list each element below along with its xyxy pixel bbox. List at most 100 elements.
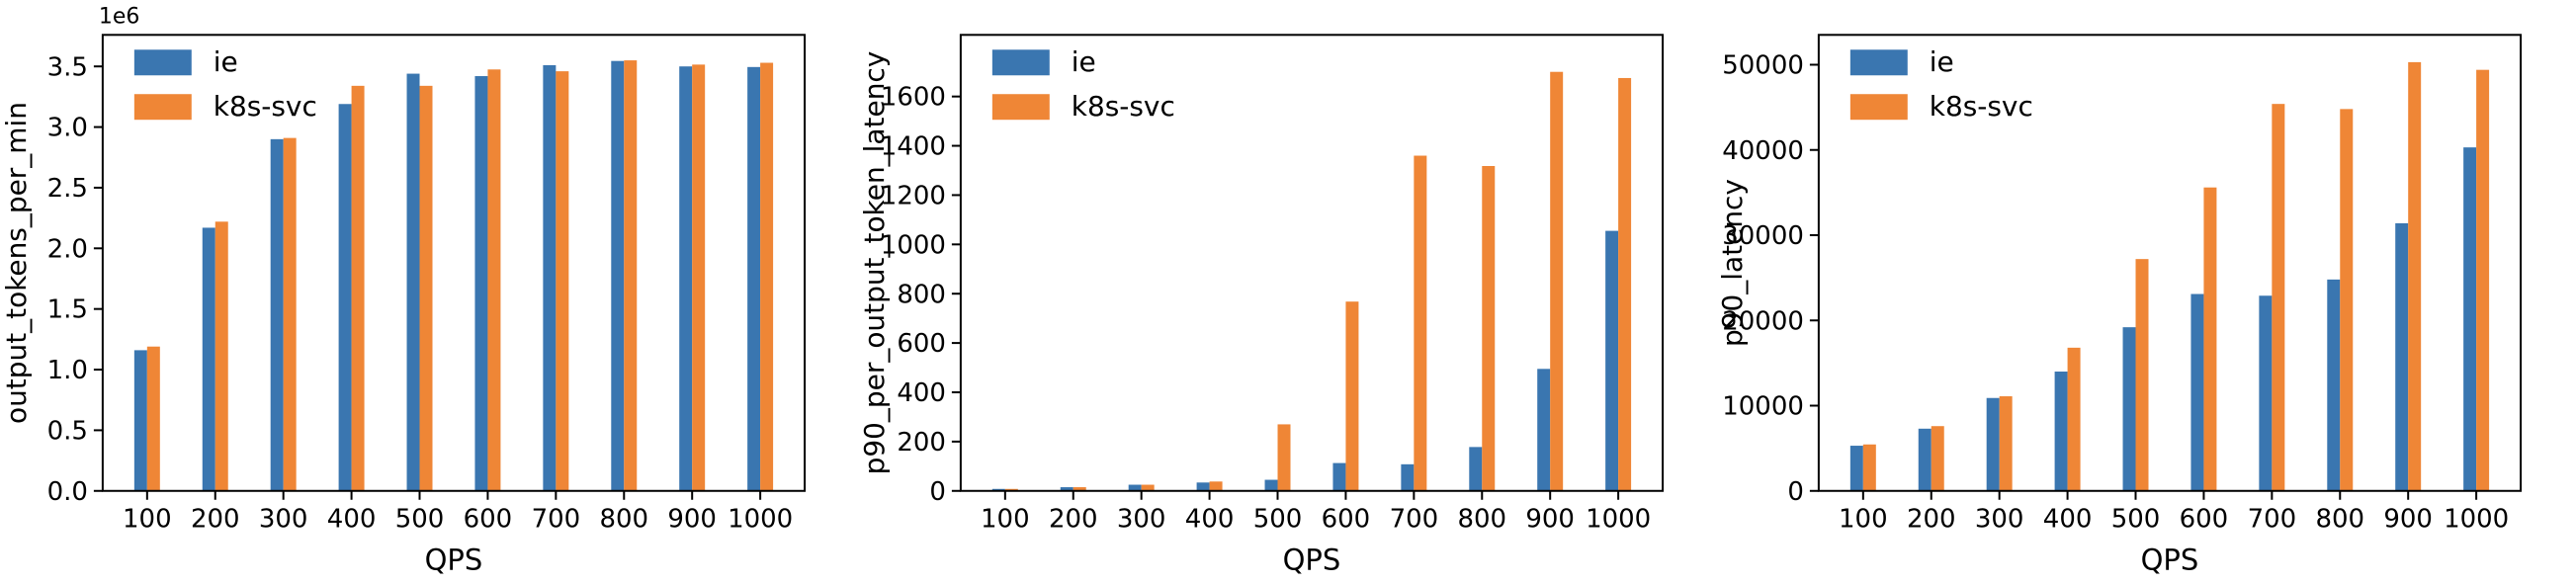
y-tick-label: 1200: [881, 182, 946, 211]
bar-k8s-svc-400: [351, 85, 365, 491]
y-tick-label: 0.0: [47, 477, 88, 507]
bar-k8s-svc-800: [624, 60, 638, 491]
bar-k8s-svc-200: [1073, 487, 1086, 491]
x-tick-label: 700: [1390, 505, 1439, 535]
output-tokens-per-min-chart: 0.0 0.5 1.0 1.5 2.0 2.5 3.0 3.5 100 200 300 400 500 6…: [0, 4, 807, 577]
bar-ie-600: [2190, 293, 2204, 491]
bar-k8s-svc-500: [2135, 259, 2149, 491]
bar-ie-700: [2259, 295, 2273, 491]
y-tick-label: 20000: [1722, 306, 1804, 336]
chart-panel-p90-latency: 0 10000 20000 30000 40000 50000 100 200 300 400 50…: [1716, 0, 2574, 585]
y-tick-label: 50000: [1722, 51, 1804, 81]
y-tick-label: 30000: [1722, 221, 1804, 251]
y-tick-label: 40000: [1722, 136, 1804, 166]
legend-label-k8s-svc: k8s-svc: [1072, 90, 1175, 123]
bar-k8s-svc-300: [1999, 396, 2013, 491]
bar-k8s-svc-300: [283, 137, 297, 491]
p90-per-output-token-latency-chart: 0 200 400 600 800 1000 1200 1400 1600 100 200 300 40…: [858, 34, 1665, 577]
x-tick-label: 600: [2180, 505, 2229, 535]
bar-k8s-svc-200: [215, 221, 228, 491]
y-tick-label: 2.0: [47, 234, 88, 264]
bar-k8s-svc-600: [2203, 187, 2217, 491]
bar-k8s-svc-300: [1141, 484, 1155, 491]
p90-latency-chart: 0 10000 20000 30000 40000 50000 100 200 300 400 50…: [1716, 34, 2523, 577]
x-tick-label: 100: [123, 505, 172, 535]
legend-label-k8s-svc: k8s-svc: [214, 90, 317, 123]
bar-k8s-svc-500: [419, 85, 433, 491]
bar-ie-700: [1401, 463, 1415, 491]
y-axis-label: p90_latency: [1716, 179, 1749, 347]
y-tick-label: 0.5: [47, 416, 88, 446]
x-tick-label: 200: [1907, 505, 1956, 535]
bar-ie-1000: [1605, 230, 1619, 491]
y-tick-label: 400: [897, 378, 946, 408]
x-tick-label: 1000: [2444, 505, 2509, 535]
bar-ie-900: [679, 66, 693, 491]
x-tick-label: 900: [1525, 505, 1575, 535]
bar-ie-600: [474, 76, 488, 491]
y-tick-label: 0: [929, 477, 946, 507]
x-tick-label: 700: [2248, 505, 2297, 535]
bar-k8s-svc-900: [692, 64, 706, 491]
bar-ie-700: [543, 64, 557, 491]
legend-swatch-k8s-svc: [133, 94, 192, 121]
chart-panel-output-tokens-per-min: 0.0 0.5 1.0 1.5 2.0 2.5 3.0 3.5 100 200 300 400 500 6…: [0, 0, 858, 585]
bar-k8s-svc-900: [2408, 61, 2422, 491]
x-tick-label: 400: [1185, 505, 1235, 535]
bar-k8s-svc-800: [2340, 109, 2354, 491]
legend-swatch-k8s-svc: [1849, 94, 1908, 121]
y-tick-label: 1.5: [47, 295, 88, 325]
bar-k8s-svc-1000: [2476, 69, 2490, 491]
legend-label-ie: ie: [1072, 45, 1096, 78]
x-tick-label: 900: [2383, 505, 2433, 535]
bar-k8s-svc-800: [1482, 166, 1496, 491]
bar-ie-400: [1196, 482, 1210, 491]
x-tick-label: 100: [981, 505, 1030, 535]
bar-k8s-svc-500: [1277, 424, 1291, 491]
y-tick-label: 3.5: [47, 52, 88, 82]
bar-k8s-svc-100: [1862, 444, 1876, 491]
bar-ie-200: [202, 227, 215, 491]
bar-k8s-svc-100: [146, 346, 160, 491]
x-tick-label: 800: [2315, 505, 2364, 535]
bar-ie-1000: [2463, 147, 2477, 491]
x-tick-label: 1000: [728, 505, 793, 535]
bar-k8s-svc-400: [1209, 481, 1223, 491]
bar-k8s-svc-1000: [760, 62, 774, 491]
bar-ie-500: [2122, 327, 2136, 491]
x-tick-label: 500: [1253, 505, 1303, 535]
x-axis-label: QPS: [2141, 543, 2199, 577]
y-axis-label: output_tokens_per_min: [0, 102, 33, 424]
bar-ie-900: [2395, 222, 2409, 491]
legend-swatch-ie: [991, 49, 1050, 76]
legend-swatch-ie: [1849, 49, 1908, 76]
bar-k8s-svc-1000: [1618, 77, 1632, 491]
legend-label-ie: ie: [1930, 45, 1954, 78]
x-tick-label: 400: [327, 505, 377, 535]
axes-frame: [1817, 34, 2523, 492]
bar-k8s-svc-200: [1931, 426, 1944, 491]
bar-ie-800: [2327, 279, 2341, 491]
x-tick-label: 600: [1322, 505, 1371, 535]
bar-ie-300: [1128, 484, 1142, 491]
bar-ie-500: [1264, 479, 1278, 491]
x-tick-label: 200: [1049, 505, 1098, 535]
y-axis-label: p90_per_output_token_latency: [858, 51, 891, 475]
x-tick-label: 700: [532, 505, 581, 535]
y-tick-label: 600: [897, 329, 946, 359]
x-tick-label: 500: [395, 505, 445, 535]
x-tick-label: 1000: [1586, 505, 1651, 535]
bar-ie-800: [1469, 447, 1483, 491]
chart-panel-p90-per-output-token-latency: 0 200 400 600 800 1000 1200 1400 1600 100 200 300 40…: [858, 0, 1716, 585]
y-axis-offset-label: 1e6: [99, 4, 139, 29]
y-tick-label: 0: [1787, 477, 1804, 507]
x-tick-label: 200: [191, 505, 240, 535]
bar-k8s-svc-700: [556, 71, 569, 491]
bar-ie-400: [338, 104, 352, 491]
bar-ie-900: [1537, 369, 1551, 491]
bar-ie-400: [2054, 372, 2068, 491]
y-tick-label: 1600: [881, 83, 946, 113]
bar-ie-100: [133, 350, 147, 491]
bar-ie-1000: [747, 66, 761, 491]
